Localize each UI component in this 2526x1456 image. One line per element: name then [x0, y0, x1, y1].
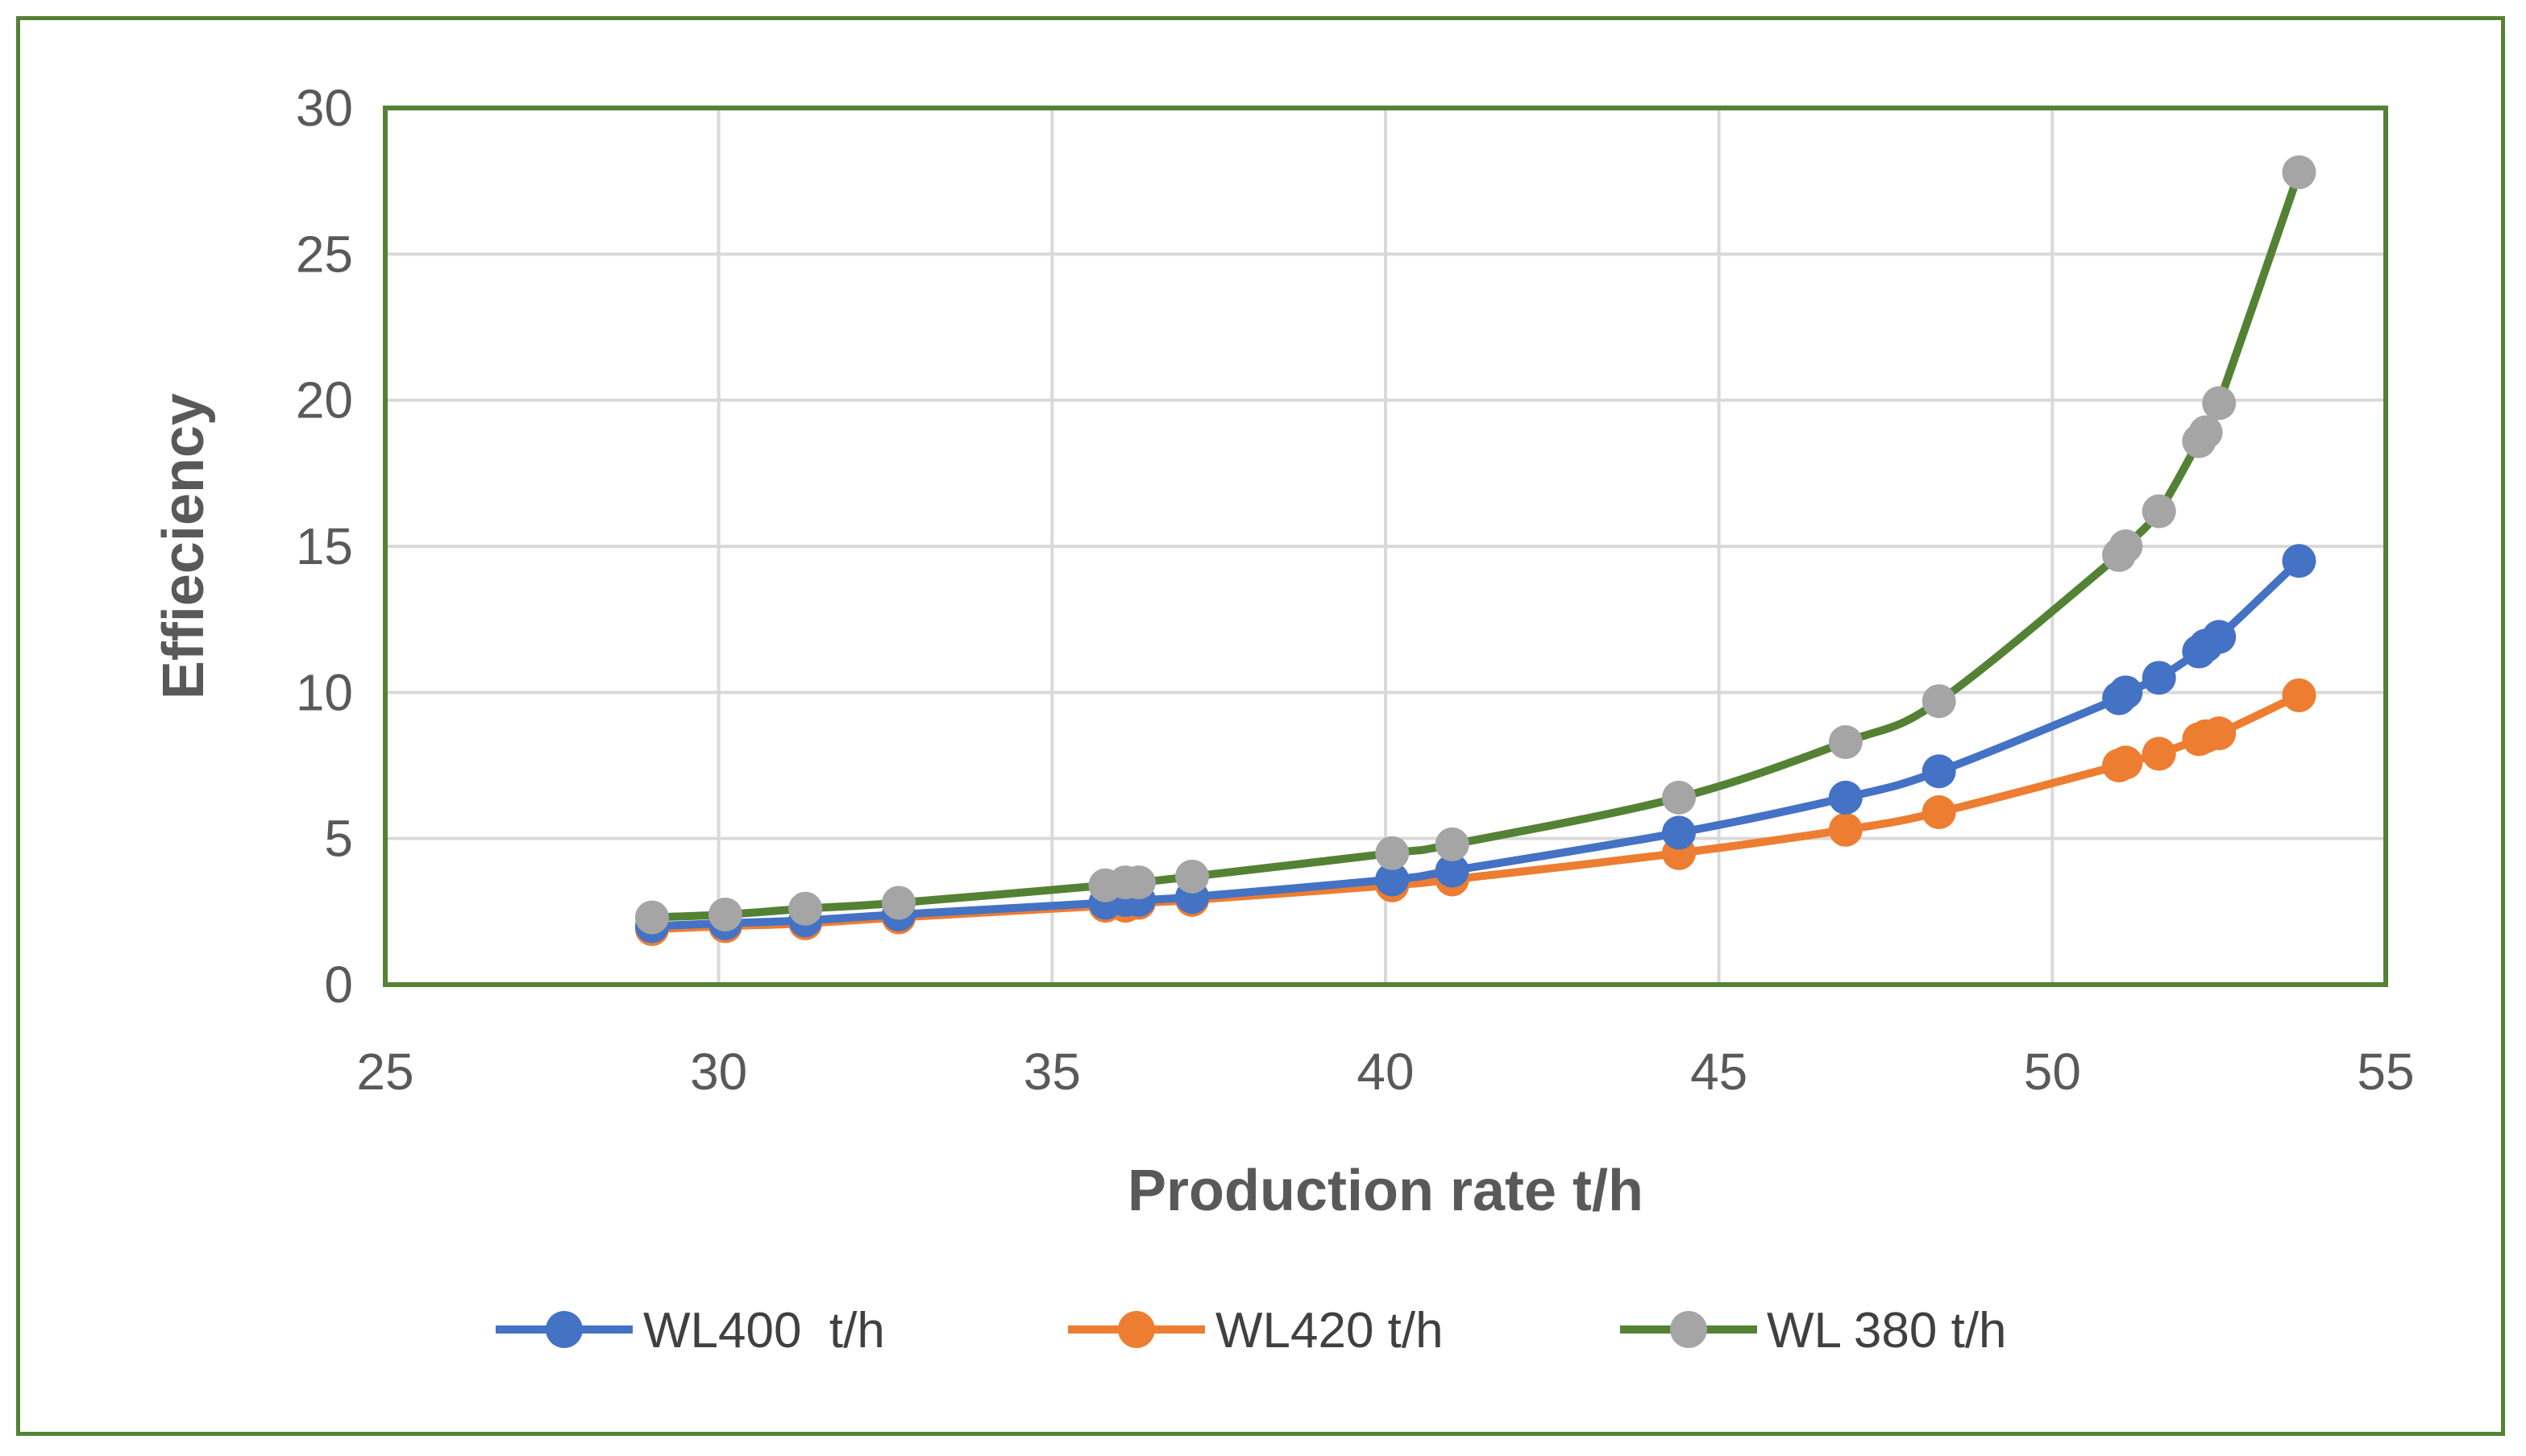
data-point — [1175, 859, 1210, 894]
data-point — [634, 900, 669, 935]
data-point — [1828, 812, 1863, 847]
data-point — [2282, 678, 2316, 712]
data-point — [1922, 795, 1956, 830]
y-tick-label: 20 — [296, 371, 353, 429]
data-point — [2282, 155, 2316, 189]
data-point — [1922, 754, 1956, 789]
legend-label: WL400 t/h — [643, 1303, 885, 1359]
data-point — [2108, 745, 2143, 780]
data-point — [1375, 836, 1410, 870]
legend: WL400 t/h WL420 t/h WL 380 t/h — [496, 1303, 2007, 1359]
data-point — [1121, 865, 1156, 900]
data-point — [788, 891, 823, 926]
series-group — [634, 155, 2316, 947]
y-axis-title: Effieciency — [152, 393, 216, 699]
legend-marker — [546, 1311, 583, 1348]
legend-marker — [1118, 1311, 1155, 1348]
legend-item-0: WL400 t/h — [496, 1303, 885, 1359]
x-axis-ticks: 25 30 35 40 45 50 55 — [356, 1043, 2414, 1101]
data-point — [1435, 853, 1469, 888]
data-point — [2202, 386, 2237, 421]
data-point — [2188, 415, 2223, 450]
y-axis-ticks: 0 5 10 15 20 25 30 — [296, 79, 353, 1014]
data-point — [1435, 827, 1469, 861]
data-point — [708, 897, 742, 931]
legend-item-2: WL 380 t/h — [1620, 1303, 2007, 1359]
data-point — [1922, 684, 1956, 719]
x-tick-label: 50 — [2024, 1043, 2081, 1101]
x-tick-label: 30 — [690, 1043, 747, 1101]
plot-area-border — [383, 106, 2388, 987]
y-tick-label: 25 — [296, 225, 353, 283]
data-point — [2282, 544, 2316, 579]
data-point — [2202, 620, 2237, 654]
data-point — [1662, 780, 1697, 815]
data-point — [2142, 661, 2176, 695]
legend-item-1: WL420 t/h — [1068, 1303, 1444, 1359]
x-tick-label: 25 — [356, 1043, 413, 1101]
data-point — [2108, 675, 2143, 710]
legend-label: WL420 t/h — [1215, 1303, 1444, 1359]
data-point — [882, 886, 916, 920]
data-point — [1662, 815, 1697, 850]
y-tick-label: 15 — [296, 517, 353, 575]
data-point — [2202, 716, 2237, 751]
data-point — [2108, 529, 2143, 563]
legend-label: WL 380 t/h — [1767, 1303, 2007, 1359]
legend-marker — [1670, 1311, 1707, 1348]
x-axis-title: Production rate t/h — [1128, 1159, 1643, 1223]
x-tick-label: 45 — [1690, 1043, 1747, 1101]
series-2 — [634, 155, 2316, 935]
x-tick-label: 35 — [1024, 1043, 1081, 1101]
x-tick-label: 55 — [2357, 1043, 2414, 1101]
data-point — [2142, 736, 2176, 771]
data-point — [2142, 494, 2176, 529]
y-tick-label: 0 — [324, 956, 353, 1014]
y-tick-label: 5 — [324, 810, 353, 868]
x-tick-label: 40 — [1356, 1043, 1414, 1101]
data-point — [1828, 724, 1863, 759]
y-tick-label: 30 — [296, 79, 353, 137]
data-point — [1375, 862, 1410, 897]
y-tick-label: 10 — [296, 663, 353, 721]
data-point — [1828, 780, 1863, 815]
